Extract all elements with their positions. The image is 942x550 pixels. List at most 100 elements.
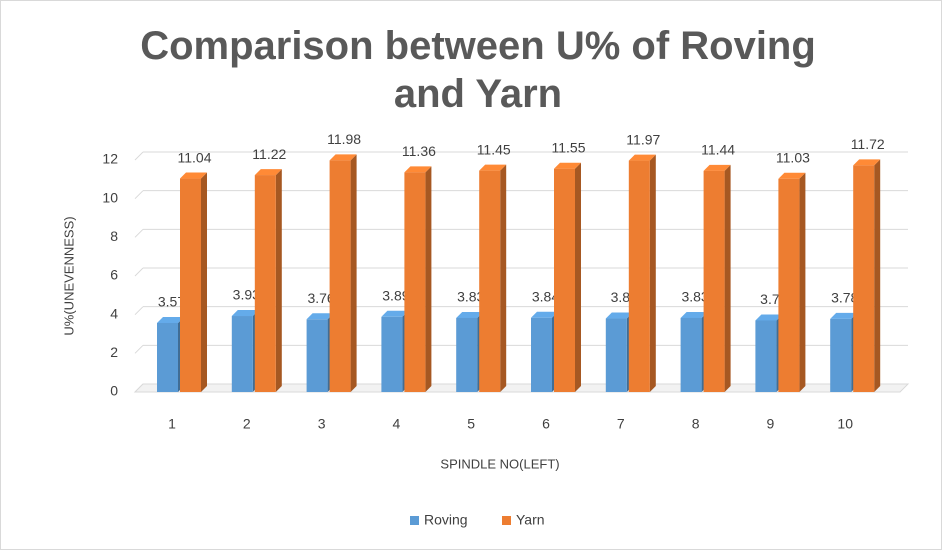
- x-tick-label: 6: [542, 416, 550, 432]
- data-label: 11.72: [851, 136, 885, 152]
- bar-top: [830, 312, 858, 319]
- bar: [853, 165, 875, 392]
- bar: [329, 160, 351, 392]
- data-label: 11.98: [327, 131, 361, 147]
- y-tick-label: 0: [110, 383, 118, 399]
- data-label: 3.78: [831, 290, 858, 306]
- bar-top: [306, 313, 334, 320]
- bar-top: [755, 314, 783, 321]
- bar-top: [554, 162, 581, 169]
- data-label: 11.03: [776, 149, 810, 165]
- bar-side: [275, 169, 282, 392]
- bar: [231, 316, 253, 392]
- bar-side: [425, 166, 432, 392]
- bar-top: [231, 310, 259, 317]
- data-label: 11.36: [402, 143, 436, 159]
- bar: [778, 178, 800, 392]
- data-label: 3.76: [307, 290, 334, 306]
- bar-side: [201, 172, 207, 392]
- bar-top: [157, 316, 184, 323]
- bar: [479, 170, 501, 392]
- grid-line-side: [134, 306, 144, 316]
- bar-top: [703, 164, 731, 171]
- y-tick-label: 6: [110, 267, 118, 283]
- bar: [157, 322, 178, 392]
- data-label: 11.45: [477, 141, 511, 157]
- bar: [554, 168, 575, 392]
- bar: [605, 318, 627, 392]
- legend-label: Roving: [424, 512, 468, 528]
- y-tick-label: 12: [102, 151, 118, 167]
- bar-top: [605, 312, 633, 319]
- x-tick-label: 8: [692, 416, 700, 432]
- x-tick-label: 9: [767, 416, 775, 432]
- data-label: 3.7: [760, 291, 780, 307]
- legend-swatch: [502, 516, 511, 525]
- bar-top: [404, 166, 432, 173]
- data-label: 3.83: [681, 289, 708, 305]
- x-tick-label: 10: [837, 416, 853, 432]
- x-tick-label: 3: [318, 416, 326, 432]
- grid-line-side: [134, 344, 144, 354]
- bar-top: [680, 311, 708, 318]
- grid-line-side: [134, 228, 144, 238]
- bar-side: [500, 164, 507, 392]
- x-tick-label: 4: [393, 416, 401, 432]
- x-tick-label: 7: [617, 416, 625, 432]
- bar-side: [724, 164, 731, 392]
- bar: [830, 318, 852, 392]
- bar-top: [628, 154, 656, 161]
- data-label: 3.57: [158, 294, 185, 310]
- data-label: 11.55: [552, 139, 586, 155]
- data-label: 11.97: [626, 131, 660, 147]
- bar-side: [575, 162, 581, 392]
- bar-side: [350, 154, 357, 392]
- bar-top: [381, 310, 409, 317]
- bar-top: [254, 169, 282, 176]
- grid-line-side: [134, 267, 144, 277]
- x-axis-title: SPINDLE NO(LEFT): [440, 456, 559, 471]
- data-label: 3.89: [382, 287, 409, 303]
- bar: [531, 317, 552, 392]
- data-label: 3.8: [611, 289, 631, 305]
- data-label: 11.04: [178, 149, 212, 165]
- chart-title: Comparison between U% of Roving and Yarn: [140, 24, 816, 116]
- bar-side: [874, 159, 881, 392]
- bar: [456, 317, 478, 392]
- bar-side: [799, 172, 806, 392]
- bar: [254, 175, 276, 392]
- legend-swatch: [410, 516, 419, 525]
- y-axis-title: U%(UNEVENNESS): [61, 216, 76, 335]
- bar-top: [853, 159, 881, 166]
- bar-top: [180, 172, 207, 179]
- data-label: 11.22: [252, 146, 286, 162]
- bar: [703, 170, 725, 392]
- bar: [306, 319, 328, 392]
- bar-top: [456, 311, 484, 318]
- bar-side: [649, 154, 656, 392]
- bar: [680, 317, 702, 392]
- data-label: 3.84: [532, 288, 559, 304]
- bar: [381, 316, 403, 392]
- y-tick-label: 10: [102, 189, 118, 205]
- bar-top: [329, 154, 357, 161]
- grid-line-side: [134, 190, 144, 200]
- y-tick-label: 2: [110, 344, 118, 360]
- data-label: 11.44: [701, 142, 735, 158]
- bar-top: [778, 172, 806, 179]
- bar: [404, 172, 426, 392]
- data-label: 3.93: [233, 287, 260, 303]
- grid-line-side: [134, 151, 144, 161]
- bar-top: [531, 311, 558, 318]
- x-tick-label: 1: [168, 416, 176, 432]
- bar: [628, 160, 650, 392]
- data-label: 3.83: [457, 289, 484, 305]
- legend-label: Yarn: [516, 512, 545, 528]
- y-tick-label: 4: [110, 305, 118, 321]
- bar-top: [479, 164, 507, 171]
- bar: [755, 320, 777, 392]
- y-tick-label: 8: [110, 228, 118, 244]
- x-tick-label: 2: [243, 416, 251, 432]
- bar: [180, 178, 201, 392]
